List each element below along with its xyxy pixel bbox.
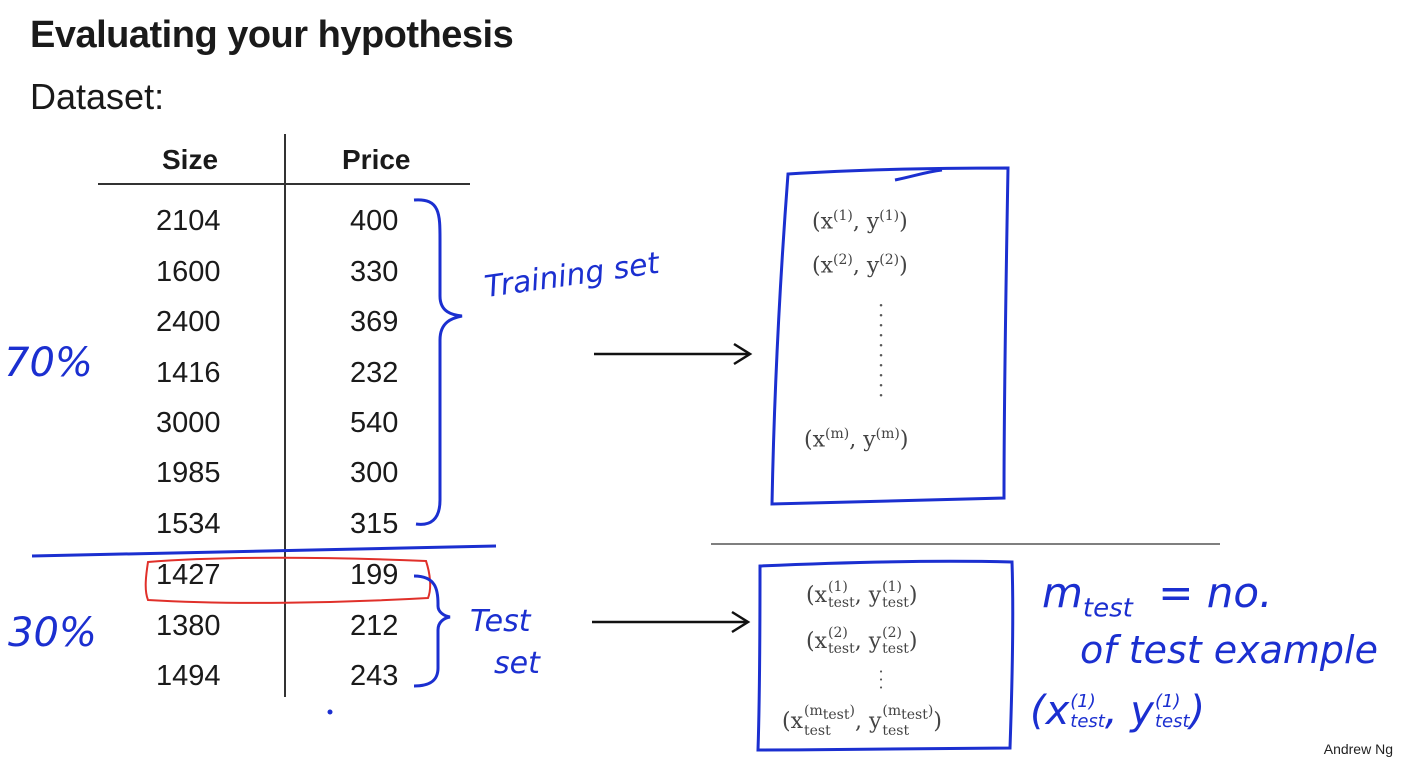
seventy-percent-label: 70%	[4, 340, 93, 386]
vertical-ellipsis: · · · · · · · · · ·	[877, 293, 885, 407]
test-example-2: (x (2) test, y (2) test)	[806, 625, 918, 657]
test-brace	[413, 574, 451, 688]
test-set-label-line2: set	[494, 646, 540, 681]
dataset-label: Dataset:	[30, 76, 165, 117]
training-example-m: (x(m), y(m))	[804, 426, 909, 453]
price-cell: 212	[350, 610, 399, 642]
thirty-percent-label: 30%	[8, 610, 97, 656]
price-cell: 369	[350, 306, 399, 338]
price-cell: 199	[350, 559, 399, 591]
m-test-definition: mtest = no.	[1042, 568, 1273, 624]
test-set-label-line1: Test	[470, 604, 531, 639]
m-test-definition-line2: of test example	[1080, 628, 1378, 672]
price-cell: 315	[350, 508, 399, 540]
ink-dot	[327, 709, 333, 715]
size-cell: 1600	[156, 256, 221, 288]
price-cell: 300	[350, 457, 399, 489]
box-pen-stroke	[894, 168, 943, 182]
test-example-1: (x (1) test, y (1) test)	[806, 579, 918, 611]
price-cell: 540	[350, 407, 399, 439]
size-cell: 1427	[156, 559, 221, 591]
highlight-box	[144, 556, 432, 604]
size-cell: 1534	[156, 508, 221, 540]
arrow-icon	[594, 342, 753, 366]
size-cell: 1380	[156, 610, 221, 642]
size-cell: 2104	[156, 205, 221, 237]
price-cell: 243	[350, 660, 399, 692]
size-cell: 1985	[156, 457, 221, 489]
split-line	[31, 544, 497, 558]
page-title: Evaluating your hypothesis	[30, 14, 514, 56]
size-cell: 1416	[156, 357, 221, 389]
test-set-box	[756, 559, 1015, 752]
test-pair-notation: (x (1) test, y (1) test)	[1030, 688, 1206, 734]
size-cell: 2400	[156, 306, 221, 338]
training-example-2: (x(2), y(2))	[812, 252, 908, 279]
price-cell: 330	[350, 256, 399, 288]
size-cell: 1494	[156, 660, 221, 692]
price-cell: 232	[350, 357, 399, 389]
training-brace	[413, 198, 463, 526]
training-set-box	[770, 166, 1010, 506]
price-cell: 400	[350, 205, 399, 237]
table-header-size: Size	[162, 144, 219, 175]
table-header-price: Price	[342, 144, 411, 175]
arrow-icon	[592, 610, 751, 634]
vertical-ellipsis: · · ·	[878, 662, 884, 697]
author-credit: Andrew Ng	[1323, 741, 1393, 757]
size-cell: 3000	[156, 407, 221, 439]
test-example-m: (x (mtest) test, y (mtest) test)	[782, 703, 942, 739]
training-example-1: (x(1), y(1))	[812, 208, 908, 235]
